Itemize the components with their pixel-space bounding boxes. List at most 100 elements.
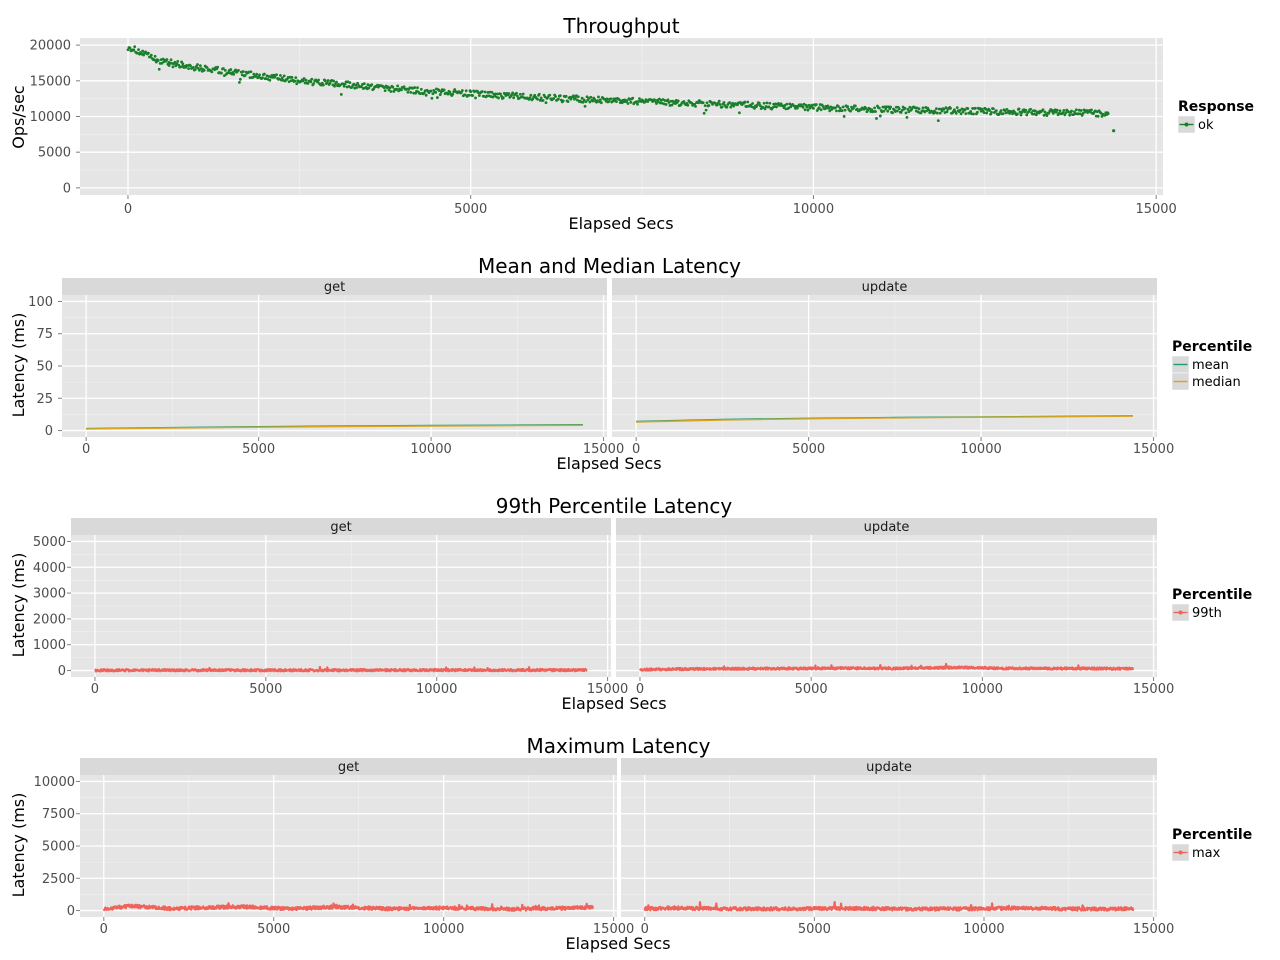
data-point [261, 76, 264, 80]
facet-label: get [324, 280, 345, 295]
data-point [262, 72, 266, 76]
y-axis-title: Ops/sec [9, 85, 28, 148]
data-point [819, 108, 823, 112]
data-point [940, 109, 944, 113]
data-point [1078, 112, 1082, 116]
data-point [221, 67, 225, 70]
chart-title: Mean and Median Latency [478, 254, 741, 278]
legend-label: median [1192, 375, 1241, 390]
data-point [725, 105, 729, 109]
series-layer [94, 665, 588, 673]
data-point [339, 92, 343, 96]
x-tick-label: 0 [100, 922, 108, 937]
data-point [451, 92, 455, 96]
series-line-max [102, 902, 595, 912]
facet-strip [616, 518, 1157, 535]
data-point [189, 64, 192, 68]
data-point [805, 105, 809, 109]
data-point [746, 100, 750, 104]
data-point [431, 92, 435, 96]
data-point [874, 110, 877, 113]
data-point [356, 81, 360, 85]
data-point [187, 67, 190, 71]
facet-strip [71, 518, 611, 535]
data-point [705, 101, 709, 105]
data-point [1029, 107, 1032, 111]
data-point [1011, 112, 1015, 116]
data-point [1005, 108, 1009, 111]
data-point [707, 104, 711, 107]
data-point [801, 105, 805, 109]
x-tick-label: 10000 [963, 922, 1004, 937]
data-point [717, 99, 721, 103]
data-point [561, 99, 565, 103]
data-point [564, 94, 568, 98]
data-point [682, 100, 686, 103]
facet-label: get [338, 760, 359, 775]
data-point [702, 111, 706, 115]
data-point [511, 91, 515, 95]
data-point [557, 97, 560, 101]
panel-update: update 0 5000 10000 15000 [612, 278, 1174, 457]
data-point [767, 105, 771, 109]
data-point [806, 108, 810, 112]
y-tick-label: 2500 [42, 872, 75, 887]
legend: Percentile mean median [1171, 339, 1252, 391]
data-point [474, 96, 477, 100]
data-point [605, 97, 609, 101]
series-layer [126, 45, 1116, 133]
data-point [636, 102, 639, 106]
series-line-median [86, 424, 583, 430]
y-tick-label: 5000 [42, 840, 75, 855]
data-point [537, 92, 541, 96]
x-tick-label: 15000 [1135, 202, 1176, 217]
facet-strip [612, 278, 1157, 295]
data-point [302, 77, 306, 80]
data-point [471, 94, 475, 97]
data-point [835, 109, 838, 113]
data-point [160, 61, 164, 65]
data-point [666, 98, 670, 102]
data-point [1070, 109, 1073, 113]
data-point [591, 99, 595, 103]
data-point [810, 103, 814, 107]
y-axis-title: Latency (ms) [9, 313, 28, 418]
data-point [360, 85, 363, 89]
data-point [518, 92, 522, 96]
legend-title: Response [1178, 99, 1254, 115]
y-tick-label: 5000 [33, 535, 66, 550]
data-point [969, 110, 973, 113]
data-point [175, 62, 179, 66]
data-point [193, 68, 197, 71]
data-point [154, 60, 158, 64]
facet-label: update [864, 520, 910, 535]
data-point [762, 101, 766, 105]
legend-label: 99th [1192, 606, 1222, 621]
data-point [295, 82, 299, 86]
data-point [870, 108, 874, 112]
data-point [232, 72, 236, 76]
data-point [821, 104, 825, 108]
data-point [954, 112, 958, 115]
data-point [210, 70, 214, 74]
x-tick-label: 0 [91, 682, 99, 697]
data-point [306, 81, 310, 85]
data-point [515, 91, 518, 95]
data-point [126, 48, 130, 52]
data-point [1074, 108, 1078, 112]
data-point [280, 76, 284, 80]
y-tick-label: 15000 [30, 74, 71, 89]
data-point [435, 96, 439, 99]
data-point [686, 103, 690, 107]
data-point [128, 46, 132, 50]
data-point [906, 107, 910, 111]
data-point [419, 87, 423, 91]
data-point [237, 69, 240, 72]
data-point [964, 112, 968, 116]
data-point [1096, 114, 1100, 118]
legend-label: ok [1198, 118, 1214, 133]
data-point [326, 79, 330, 82]
series-line-median [636, 415, 1133, 423]
data-point [728, 101, 732, 105]
x-axis-title: Elapsed Secs [568, 214, 673, 233]
